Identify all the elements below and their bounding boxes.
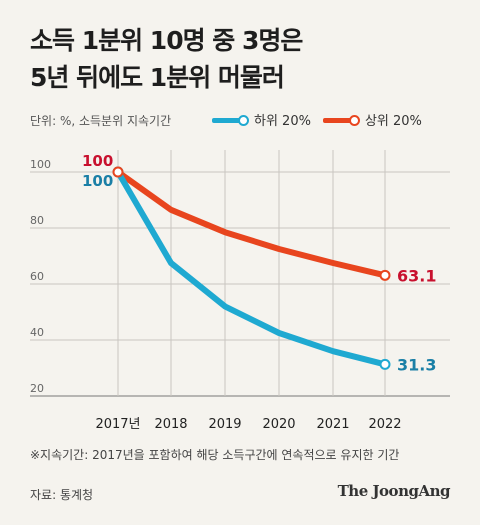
legend-swatch-bottom20 <box>212 113 250 127</box>
legend-swatch-top20 <box>322 113 361 127</box>
x-tick-label: 2022 <box>368 417 401 432</box>
y-tick-label: 60 <box>30 270 44 283</box>
legend-label-top20: 상위 20% <box>364 114 422 129</box>
x-tick-label: 2020 <box>262 417 295 432</box>
start-label-bottom20: 100 <box>82 172 113 190</box>
series-line <box>115 169 388 279</box>
chart-title: 소득 1분위 10명 중 3명은 5년 뒤에도 1분위 머물러 <box>30 22 303 96</box>
series-marker <box>379 358 391 370</box>
end-label-bottom20: 31.3 <box>397 355 436 374</box>
unit-label: 단위: %, 소득분위 지속기간 <box>30 114 172 128</box>
series-marker <box>379 269 391 281</box>
end-label-top20: 63.1 <box>397 266 436 285</box>
brand-logo: The JoongAng <box>337 482 451 500</box>
y-tick-label: 20 <box>30 382 44 395</box>
y-tick-label: 100 <box>30 158 51 171</box>
source-label: 자료: 통계청 <box>30 488 94 502</box>
legend-label-bottom20: 하위 20% <box>254 114 311 129</box>
y-tick-label: 40 <box>30 326 44 339</box>
title-line-2: 5년 뒤에도 1분위 머물러 <box>30 63 285 92</box>
x-tick-label: 2021 <box>316 417 349 432</box>
x-tick-label: 2017년 <box>95 417 140 432</box>
legend-item-bottom20: 하위 20% <box>212 110 311 129</box>
x-tick-label: 2018 <box>154 417 187 432</box>
footnote: ※지속기간: 2017년을 포함하여 해당 소득구간에 연속적으로 유지한 기간 <box>30 448 400 462</box>
legend-item-top20: 상위 20% <box>322 110 422 129</box>
x-tick-label: 2019 <box>208 417 241 432</box>
title-line-1: 소득 1분위 10명 중 3명은 <box>30 26 303 55</box>
y-tick-label: 80 <box>30 214 44 227</box>
legend: 하위 20% 상위 20% <box>212 110 434 129</box>
start-label-top20: 100 <box>82 152 113 170</box>
series-line <box>115 169 388 368</box>
series-marker <box>112 166 124 178</box>
